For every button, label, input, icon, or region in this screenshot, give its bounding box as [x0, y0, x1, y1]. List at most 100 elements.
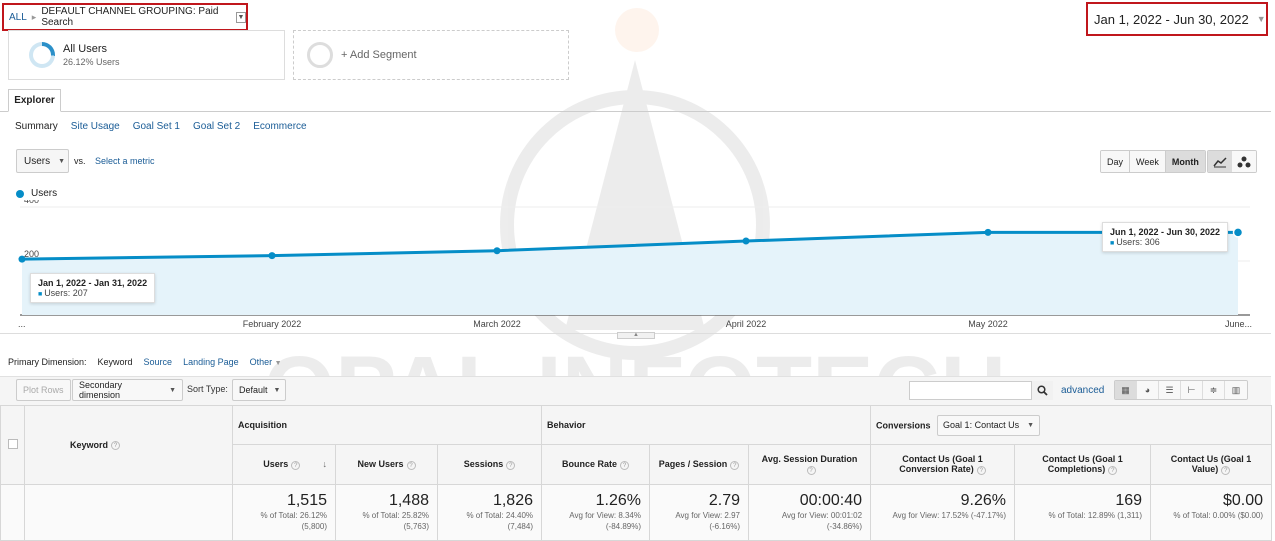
column-header-users[interactable]: Users? ↓ — [232, 444, 336, 485]
data-table-view-icon[interactable]: ▦ — [1115, 381, 1137, 399]
x-tick-label: March 2022 — [473, 319, 521, 329]
column-header-avg-session-duration[interactable]: Avg. Session Duration? — [747, 444, 872, 485]
search-icon[interactable] — [1031, 381, 1053, 400]
total-avg-session-duration: 00:00:40 Avg for View: 00:01:02 (-34.86%) — [747, 484, 872, 541]
help-icon[interactable]: ? — [620, 460, 629, 470]
column-header-goal1-value[interactable]: Contact Us (Goal 1 Value)? — [1150, 444, 1273, 485]
column-header-goal1-completions[interactable]: Contact Us (Goal 1 Completions)? — [1014, 444, 1152, 485]
granularity-week-button[interactable]: Week — [1130, 151, 1166, 172]
subtab-ecommerce[interactable]: Ecommerce — [253, 121, 307, 132]
subtab-site-usage[interactable]: Site Usage — [70, 121, 120, 132]
total-pages-session: 2.79 Avg for View: 2.97 (-6.16%) — [649, 484, 749, 541]
chart-legend: Users — [16, 188, 57, 199]
totals-keyword-cell — [24, 484, 233, 541]
subtab-goal-set-1[interactable]: Goal Set 1 — [132, 121, 180, 132]
chevron-down-icon: ▼ — [58, 157, 66, 165]
granularity-day-button[interactable]: Day — [1101, 151, 1131, 172]
segment-all-users[interactable]: All Users 26.12% Users — [8, 30, 285, 80]
metric-select[interactable]: Users ▼ — [16, 149, 69, 173]
table-search-input[interactable] — [909, 381, 1053, 400]
goal-select[interactable]: Goal 1: Contact Us ▼ — [937, 414, 1041, 436]
performance-view-icon[interactable]: ☰ — [1159, 381, 1181, 399]
keyword-report-table: Keyword? Acquisition Behavior Conversion… — [0, 405, 1273, 541]
breadcrumb-separator-icon: ▸ — [31, 11, 37, 22]
column-header-bounce-rate[interactable]: Bounce Rate? — [541, 444, 650, 485]
conversions-label: Conversions — [876, 420, 931, 430]
keyword-header[interactable]: Keyword? — [24, 405, 233, 485]
chevron-down-icon: ▼ — [274, 360, 282, 367]
x-tick-label: May 2022 — [968, 319, 1008, 329]
column-label: Contact Us (Goal 1 Value) — [1170, 454, 1252, 475]
users-line-chart: 400 200 ... February 2022 March 2022 April 2… — [18, 200, 1252, 329]
breadcrumb-dropdown-icon[interactable]: ▼ — [235, 11, 246, 23]
breadcrumb-all-link[interactable]: ALL — [9, 11, 27, 23]
help-icon[interactable]: ? — [291, 460, 301, 470]
term-cloud-view-icon[interactable]: ≑ — [1203, 381, 1225, 399]
help-icon[interactable]: ? — [976, 465, 986, 475]
comparison-view-icon[interactable]: ⊢ — [1181, 381, 1203, 399]
subtab-summary[interactable]: Summary — [15, 121, 58, 132]
table-view-toggles: ▦ ◕ ☰ ⊢ ≑ ▥ — [1114, 380, 1248, 400]
dimension-other[interactable]: Other ▼ — [250, 357, 282, 367]
tab-divider — [0, 111, 1271, 112]
column-header-pages-session[interactable]: Pages / Session? — [649, 444, 749, 485]
column-header-goal1-conversion-rate[interactable]: Contact Us (Goal 1 Conversion Rate)? — [870, 444, 1016, 485]
column-label: Contact Us (Goal 1 Conversion Rate) — [899, 454, 983, 475]
column-header-new-users[interactable]: New Users? — [335, 444, 438, 485]
advanced-filter-link[interactable]: advanced — [1061, 385, 1105, 396]
help-icon[interactable]: ? — [806, 465, 816, 475]
column-header-sessions[interactable]: Sessions? — [437, 444, 542, 485]
data-point[interactable] — [742, 237, 750, 245]
chevron-down-icon: ▼ — [273, 386, 281, 394]
motion-chart-icon[interactable] — [1232, 151, 1256, 172]
data-point[interactable] — [18, 255, 26, 263]
chevron-down-icon: ▼ — [169, 386, 176, 394]
add-segment-button[interactable]: + Add Segment — [293, 30, 569, 80]
secondary-dimension-label: Secondary dimension — [79, 380, 123, 400]
date-range-picker[interactable]: Jan 1, 2022 - Jun 30, 2022 ▼ — [1086, 2, 1268, 36]
segment-title: All Users — [63, 43, 108, 55]
dimension-other-label: Other — [249, 357, 273, 367]
add-segment-label: + Add Segment — [341, 49, 417, 61]
data-point[interactable] — [493, 247, 501, 255]
select-all-checkbox[interactable] — [7, 439, 18, 449]
tab-explorer[interactable]: Explorer — [8, 89, 61, 112]
chart-type-toggle — [1207, 150, 1257, 173]
column-label: Sessions — [463, 459, 504, 470]
pie-view-icon[interactable]: ◕ — [1137, 381, 1159, 399]
select-all-cell — [0, 405, 25, 485]
select-metric-link[interactable]: Select a metric — [95, 156, 155, 166]
dimension-keyword[interactable]: Keyword — [97, 357, 133, 367]
total-goal1-conversion-rate: 9.26% Avg for View: 17.52% (-47.17%) — [870, 484, 1016, 541]
y-tick-label: 400 — [24, 200, 39, 205]
acquisition-group-header: Acquisition — [232, 405, 542, 445]
subtab-goal-set-2[interactable]: Goal Set 2 — [192, 121, 241, 132]
primary-dimension-label: Primary Dimension: — [8, 357, 87, 367]
sort-type-select[interactable]: Default ▼ — [232, 379, 286, 401]
data-point[interactable] — [268, 252, 276, 260]
plot-rows-button[interactable]: Plot Rows — [16, 379, 71, 401]
granularity-month-button[interactable]: Month — [1165, 151, 1205, 172]
line-chart-icon[interactable] — [1208, 151, 1232, 172]
dimension-source[interactable]: Source — [143, 357, 173, 367]
users-series-line — [21, 230, 1238, 261]
data-point[interactable] — [984, 228, 992, 236]
sort-arrow-icon: ↓ — [322, 459, 328, 470]
total-value: 1,515 — [286, 492, 327, 509]
total-note: % of Total: 0.00% ($0.00) — [1173, 511, 1264, 520]
total-sessions: 1,826 % of Total: 24.40% (7,484) — [437, 484, 542, 541]
help-icon[interactable]: ? — [506, 460, 516, 470]
pivot-view-icon[interactable]: ▥ — [1225, 381, 1247, 399]
data-point[interactable] — [1232, 227, 1244, 238]
subtabs: Summary Site Usage Goal Set 1 Goal Set 2… — [15, 121, 307, 132]
help-icon[interactable]: ? — [406, 460, 416, 470]
chart-tooltip-january: Jan 1, 2022 - Jan 31, 2022 Users: 207 — [30, 273, 156, 303]
conversions-group-header: Conversions Goal 1: Contact Us ▼ — [870, 405, 1273, 445]
help-icon[interactable]: ? — [730, 460, 740, 470]
help-icon[interactable]: ? — [1221, 465, 1231, 475]
collapse-chart-handle[interactable]: ▲ — [617, 332, 655, 339]
help-icon[interactable]: ? — [1108, 465, 1118, 475]
dimension-landing-page[interactable]: Landing Page — [183, 357, 239, 367]
secondary-dimension-select[interactable]: Secondary dimension ▼ — [72, 379, 183, 401]
help-icon[interactable]: ? — [111, 441, 121, 451]
